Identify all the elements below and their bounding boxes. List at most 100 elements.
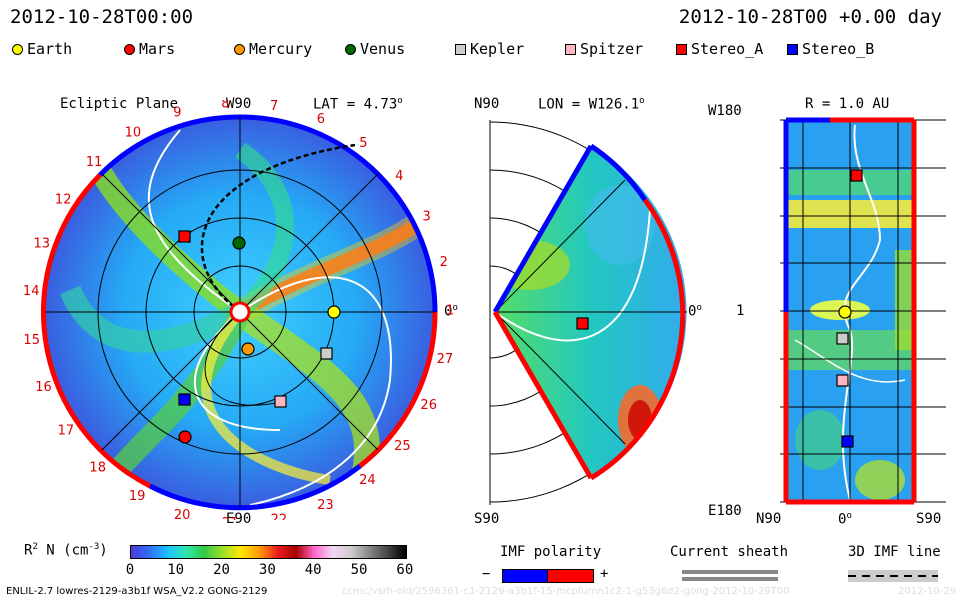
spitzer-marker-icon bbox=[565, 43, 576, 55]
legend-spitzer: Spitzer bbox=[565, 40, 643, 58]
carrington-longitude-label: 19 bbox=[129, 489, 146, 504]
kepler-marker-icon bbox=[320, 347, 333, 360]
carrington-longitude-label: 15 bbox=[23, 333, 40, 348]
earth-marker-icon bbox=[327, 305, 341, 319]
date-corner: 2012-10-29 bbox=[898, 586, 957, 597]
carrington-longitude-label: 7 bbox=[270, 100, 278, 114]
current-sheath-line-icon-2 bbox=[682, 577, 778, 581]
current-sheath-line-icon bbox=[682, 570, 778, 574]
legend-kepler: Kepler bbox=[455, 40, 524, 58]
ecliptic-right-label: 0o bbox=[444, 303, 458, 320]
venus-marker-icon bbox=[345, 43, 356, 55]
imf-3d-title: 3D IMF line bbox=[848, 544, 941, 560]
current-sheath-title: Current sheath bbox=[670, 544, 789, 560]
sun-icon bbox=[229, 301, 251, 323]
carrington-longitude-label: 11 bbox=[86, 155, 103, 170]
timestamp-right: 2012-10-28T00 +0.00 day bbox=[678, 6, 942, 28]
legend-mercury: Mercury bbox=[234, 40, 312, 58]
carrington-longitude-label: 23 bbox=[317, 498, 334, 513]
imf-negative-bar bbox=[502, 569, 549, 583]
carrington-longitude-label: 16 bbox=[35, 380, 52, 395]
carrington-longitude-label: 22 bbox=[271, 512, 288, 520]
lonlat-axis-0: 0o bbox=[838, 511, 852, 528]
kepler-marker-icon bbox=[836, 332, 849, 345]
stereo-a-marker-icon bbox=[850, 169, 863, 182]
imf-plus-label: + bbox=[600, 566, 609, 582]
ecliptic-lat-label: LAT = 4.73o bbox=[313, 96, 403, 113]
carrington-longitude-label: 6 bbox=[317, 112, 325, 127]
imf-3d-line-icon bbox=[848, 570, 938, 582]
colorbar-tick-label: 30 bbox=[258, 562, 276, 578]
earth-marker-icon bbox=[12, 43, 23, 55]
carrington-longitude-label: 21 bbox=[222, 516, 239, 520]
legend-venus: Venus bbox=[345, 40, 405, 58]
spitzer-marker-icon bbox=[274, 395, 287, 408]
colorbar-tick-label: 20 bbox=[213, 562, 230, 578]
earth-marker-icon bbox=[838, 305, 852, 319]
stereo-a-marker-icon bbox=[676, 43, 687, 55]
kepler-marker-icon bbox=[455, 43, 466, 55]
meridional-top-label: N90 bbox=[474, 96, 500, 112]
meridional-lon-label: LON = W126.1o bbox=[538, 96, 645, 113]
colorbar-tick-label: 10 bbox=[167, 562, 185, 578]
lonlat-mid-left-label: 1 bbox=[736, 303, 745, 319]
carrington-longitude-label: 8 bbox=[221, 100, 229, 112]
lonlat-bottom-left-label: E180 bbox=[708, 503, 742, 519]
colorbar-tick-label: 50 bbox=[350, 562, 368, 578]
meridional-plane-map bbox=[489, 120, 687, 505]
carrington-longitude-label: 1 bbox=[446, 304, 454, 319]
carrington-longitude-label: 5 bbox=[359, 136, 367, 151]
legend-earth: Earth bbox=[12, 40, 72, 58]
carrington-longitude-label: 17 bbox=[58, 423, 75, 438]
stereo-a-marker-icon bbox=[576, 317, 589, 330]
meridional-bottom-label: S90 bbox=[474, 511, 500, 527]
carrington-longitude-label: 9 bbox=[173, 106, 181, 121]
legend-stereo-b: Stereo_B bbox=[787, 40, 874, 58]
lonlat-title: R = 1.0 AU bbox=[805, 96, 890, 112]
legend-mars: Mars bbox=[124, 40, 175, 58]
mercury-marker-icon bbox=[241, 342, 255, 356]
carrington-longitude-label: 10 bbox=[125, 125, 142, 140]
carrington-longitude-label: 20 bbox=[174, 508, 191, 520]
carrington-longitude-label: 4 bbox=[395, 169, 403, 184]
carrington-longitude-label: 27 bbox=[437, 352, 454, 367]
colorbar-tick-label: 40 bbox=[304, 562, 322, 578]
colorbar-label: R2 N (cm-3) bbox=[24, 542, 108, 559]
stereo-b-marker-icon bbox=[787, 43, 798, 55]
carrington-longitude-label: 26 bbox=[420, 398, 437, 413]
meridional-right-label: 0o bbox=[688, 303, 702, 320]
carrington-longitude-label: 3 bbox=[422, 210, 430, 225]
run-info: ccmc/vsrh-old/2596361-c1-2129-a3b1f-15-m… bbox=[342, 586, 790, 597]
spitzer-marker-icon bbox=[836, 374, 849, 387]
mercury-marker-icon bbox=[234, 43, 245, 55]
carrington-longitude-label: 13 bbox=[34, 237, 51, 252]
model-info: ENLIL-2.7 lowres-2129-a3b1f WSA_V2.2 GON… bbox=[6, 586, 268, 597]
carrington-longitude-label: 24 bbox=[359, 473, 376, 488]
carrington-longitude-label: 18 bbox=[89, 460, 106, 475]
lonlat-axis-n90: N90 bbox=[756, 511, 782, 527]
ecliptic-plane-map: 1234567891011121314151617181920212223242… bbox=[23, 100, 454, 520]
stereo-b-marker-icon bbox=[178, 393, 191, 406]
lonlat-top-left-label: W180 bbox=[708, 103, 742, 119]
density-colorbar bbox=[130, 545, 407, 559]
lonlat-map bbox=[780, 117, 946, 505]
carrington-longitude-label: 25 bbox=[394, 439, 411, 454]
ecliptic-bottom-label: E90 bbox=[226, 511, 252, 527]
imf-polarity-title: IMF polarity bbox=[500, 544, 602, 560]
imf-minus-label: − bbox=[482, 566, 491, 582]
colorbar-tick-label: 60 bbox=[396, 562, 414, 578]
stereo-a-marker-icon bbox=[178, 230, 191, 243]
stereo-b-marker-icon bbox=[841, 435, 854, 448]
imf-positive-bar bbox=[547, 569, 594, 583]
ecliptic-title: Ecliptic Plane bbox=[60, 96, 179, 112]
ecliptic-top-label: W90 bbox=[226, 96, 252, 112]
carrington-longitude-label: 2 bbox=[440, 255, 448, 270]
colorbar-tick-label: 0 bbox=[125, 562, 135, 578]
legend-stereo-a: Stereo_A bbox=[676, 40, 763, 58]
mars-marker-icon bbox=[178, 430, 192, 444]
carrington-longitude-label: 12 bbox=[55, 193, 72, 208]
timestamp-left: 2012-10-28T00:00 bbox=[10, 6, 194, 28]
venus-marker-icon bbox=[232, 236, 246, 250]
carrington-longitude-label: 14 bbox=[23, 284, 40, 299]
mars-marker-icon bbox=[124, 43, 135, 55]
